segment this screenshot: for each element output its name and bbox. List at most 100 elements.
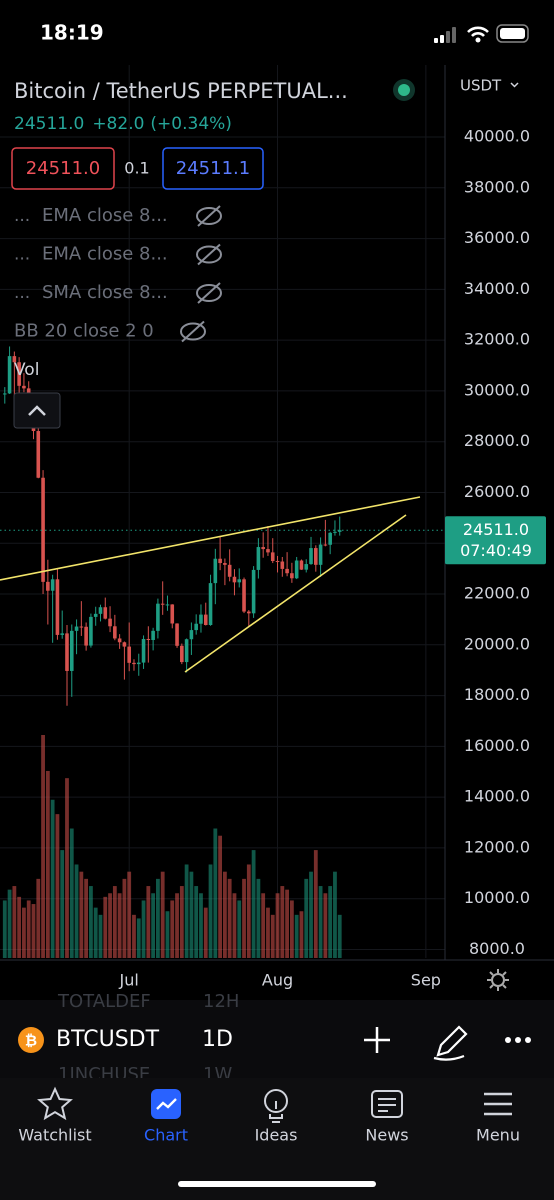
- nav-label[interactable]: Menu: [476, 1126, 520, 1145]
- battery-level: [500, 28, 525, 39]
- candle-body: [337, 530, 342, 532]
- volume-bar: [246, 864, 251, 958]
- candle-body: [151, 630, 155, 640]
- volume-bar: [141, 900, 146, 958]
- volume-bar: [208, 864, 213, 958]
- volume-bar: [304, 878, 309, 958]
- menu-icon[interactable]: [484, 1092, 512, 1116]
- change: +82.0: [92, 114, 144, 134]
- nav-label[interactable]: News: [365, 1126, 408, 1145]
- volume-bar: [323, 893, 328, 958]
- candle-body: [69, 630, 74, 671]
- candle-body: [208, 583, 213, 626]
- hidden-icon[interactable]: [180, 322, 206, 341]
- wifi-icon: [475, 37, 481, 43]
- buy-button[interactable]: [162, 147, 264, 190]
- candle-body: [175, 623, 179, 646]
- y-tick-label: 30000.0: [464, 380, 530, 399]
- candle-body: [84, 626, 88, 646]
- candle-body: [184, 639, 189, 663]
- indicator-name: EMA close 8...: [42, 244, 168, 265]
- change-pct: (+0.34%): [150, 114, 232, 134]
- volume-bar: [151, 893, 156, 958]
- more-icon[interactable]: [505, 1037, 531, 1043]
- indicator-name: BB 20 close 2 0: [14, 321, 154, 342]
- indicator-menu[interactable]: ...: [14, 206, 30, 226]
- candle-body: [113, 626, 117, 639]
- y-tick-label: 14000.0: [464, 787, 530, 806]
- settings-icon[interactable]: [487, 969, 509, 991]
- volume-bar: [41, 735, 45, 958]
- volume-bar: [337, 914, 342, 958]
- symbol-name[interactable]: Bitcoin / TetherUS PERPETUAL...: [14, 79, 348, 103]
- candle-body: [103, 607, 108, 619]
- last-price-label: 24511.0: [463, 520, 529, 539]
- bar-countdown: 07:40:49: [460, 541, 532, 560]
- volume-bar: [213, 828, 218, 958]
- watchlist-icon[interactable]: [37, 1086, 73, 1121]
- volume-label: Vol: [14, 360, 39, 380]
- sell-button[interactable]: [11, 147, 115, 190]
- candle-body: [270, 552, 275, 562]
- nav-labels: Watchlist Chart Ideas News Menu: [18, 1126, 520, 1145]
- chevron-up-icon: [28, 405, 46, 416]
- interval[interactable]: 1D: [202, 1027, 233, 1052]
- y-tick-label: 34000.0: [464, 279, 530, 298]
- volume-bar: [122, 878, 127, 958]
- volume-bar: [112, 886, 117, 958]
- volume-bar: [160, 871, 165, 958]
- y-tick-label: 32000.0: [464, 330, 530, 349]
- draw-icon[interactable]: [433, 1025, 468, 1061]
- y-tick-label: 20000.0: [464, 634, 530, 653]
- hidden-icon[interactable]: [196, 207, 222, 225]
- indicator-menu[interactable]: ...: [14, 283, 30, 303]
- candle-body: [160, 603, 165, 605]
- y-tick-label: 38000.0: [464, 177, 530, 196]
- candle-body: [309, 548, 313, 565]
- volume-bar: [55, 814, 60, 958]
- ideas-icon[interactable]: [264, 1089, 288, 1113]
- volume-bar: [179, 886, 184, 958]
- y-tick-label: 10000.0: [464, 888, 530, 907]
- volume-bar: [251, 850, 256, 958]
- volume-bar: [132, 914, 136, 958]
- volume-bar: [266, 907, 270, 958]
- news-icon[interactable]: [371, 1090, 403, 1118]
- candle-body: [242, 579, 246, 612]
- volume-bar: [12, 886, 17, 958]
- volume-bar: [333, 871, 337, 958]
- trendline: [184, 514, 407, 673]
- candle-body: [17, 362, 21, 386]
- volume-bar: [175, 893, 179, 958]
- candle-body: [247, 611, 251, 614]
- candle-body: [156, 603, 160, 631]
- volume-bar: [313, 850, 318, 958]
- volume-bar: [318, 886, 323, 958]
- volume-bar: [74, 864, 79, 958]
- y-tick-label: 18000.0: [464, 685, 530, 704]
- candle-body: [323, 544, 328, 546]
- candle-body: [127, 646, 131, 663]
- hidden-icon[interactable]: [196, 245, 222, 264]
- collapse-button[interactable]: [13, 392, 61, 429]
- candle-body: [199, 614, 203, 624]
- add-icon[interactable]: [364, 1027, 390, 1053]
- candle-body: [22, 385, 26, 389]
- symbol[interactable]: BTCUSDT: [56, 1027, 160, 1052]
- nav-label[interactable]: Watchlist: [18, 1126, 91, 1145]
- bitcoin-logo: ₿: [25, 1032, 37, 1050]
- volume-bar: [22, 907, 26, 958]
- market-status: [398, 84, 410, 96]
- nav-label[interactable]: Chart: [144, 1126, 188, 1145]
- nav-label[interactable]: Ideas: [255, 1126, 298, 1145]
- status-time: 18:19: [40, 21, 104, 45]
- volume-bar: [127, 871, 132, 958]
- volume-bar: [36, 878, 41, 958]
- indicator-menu[interactable]: ...: [14, 245, 30, 265]
- currency[interactable]: USDT: [460, 77, 502, 95]
- candle-body: [50, 579, 55, 591]
- hidden-icon[interactable]: [196, 284, 222, 302]
- volume-bar: [189, 871, 194, 958]
